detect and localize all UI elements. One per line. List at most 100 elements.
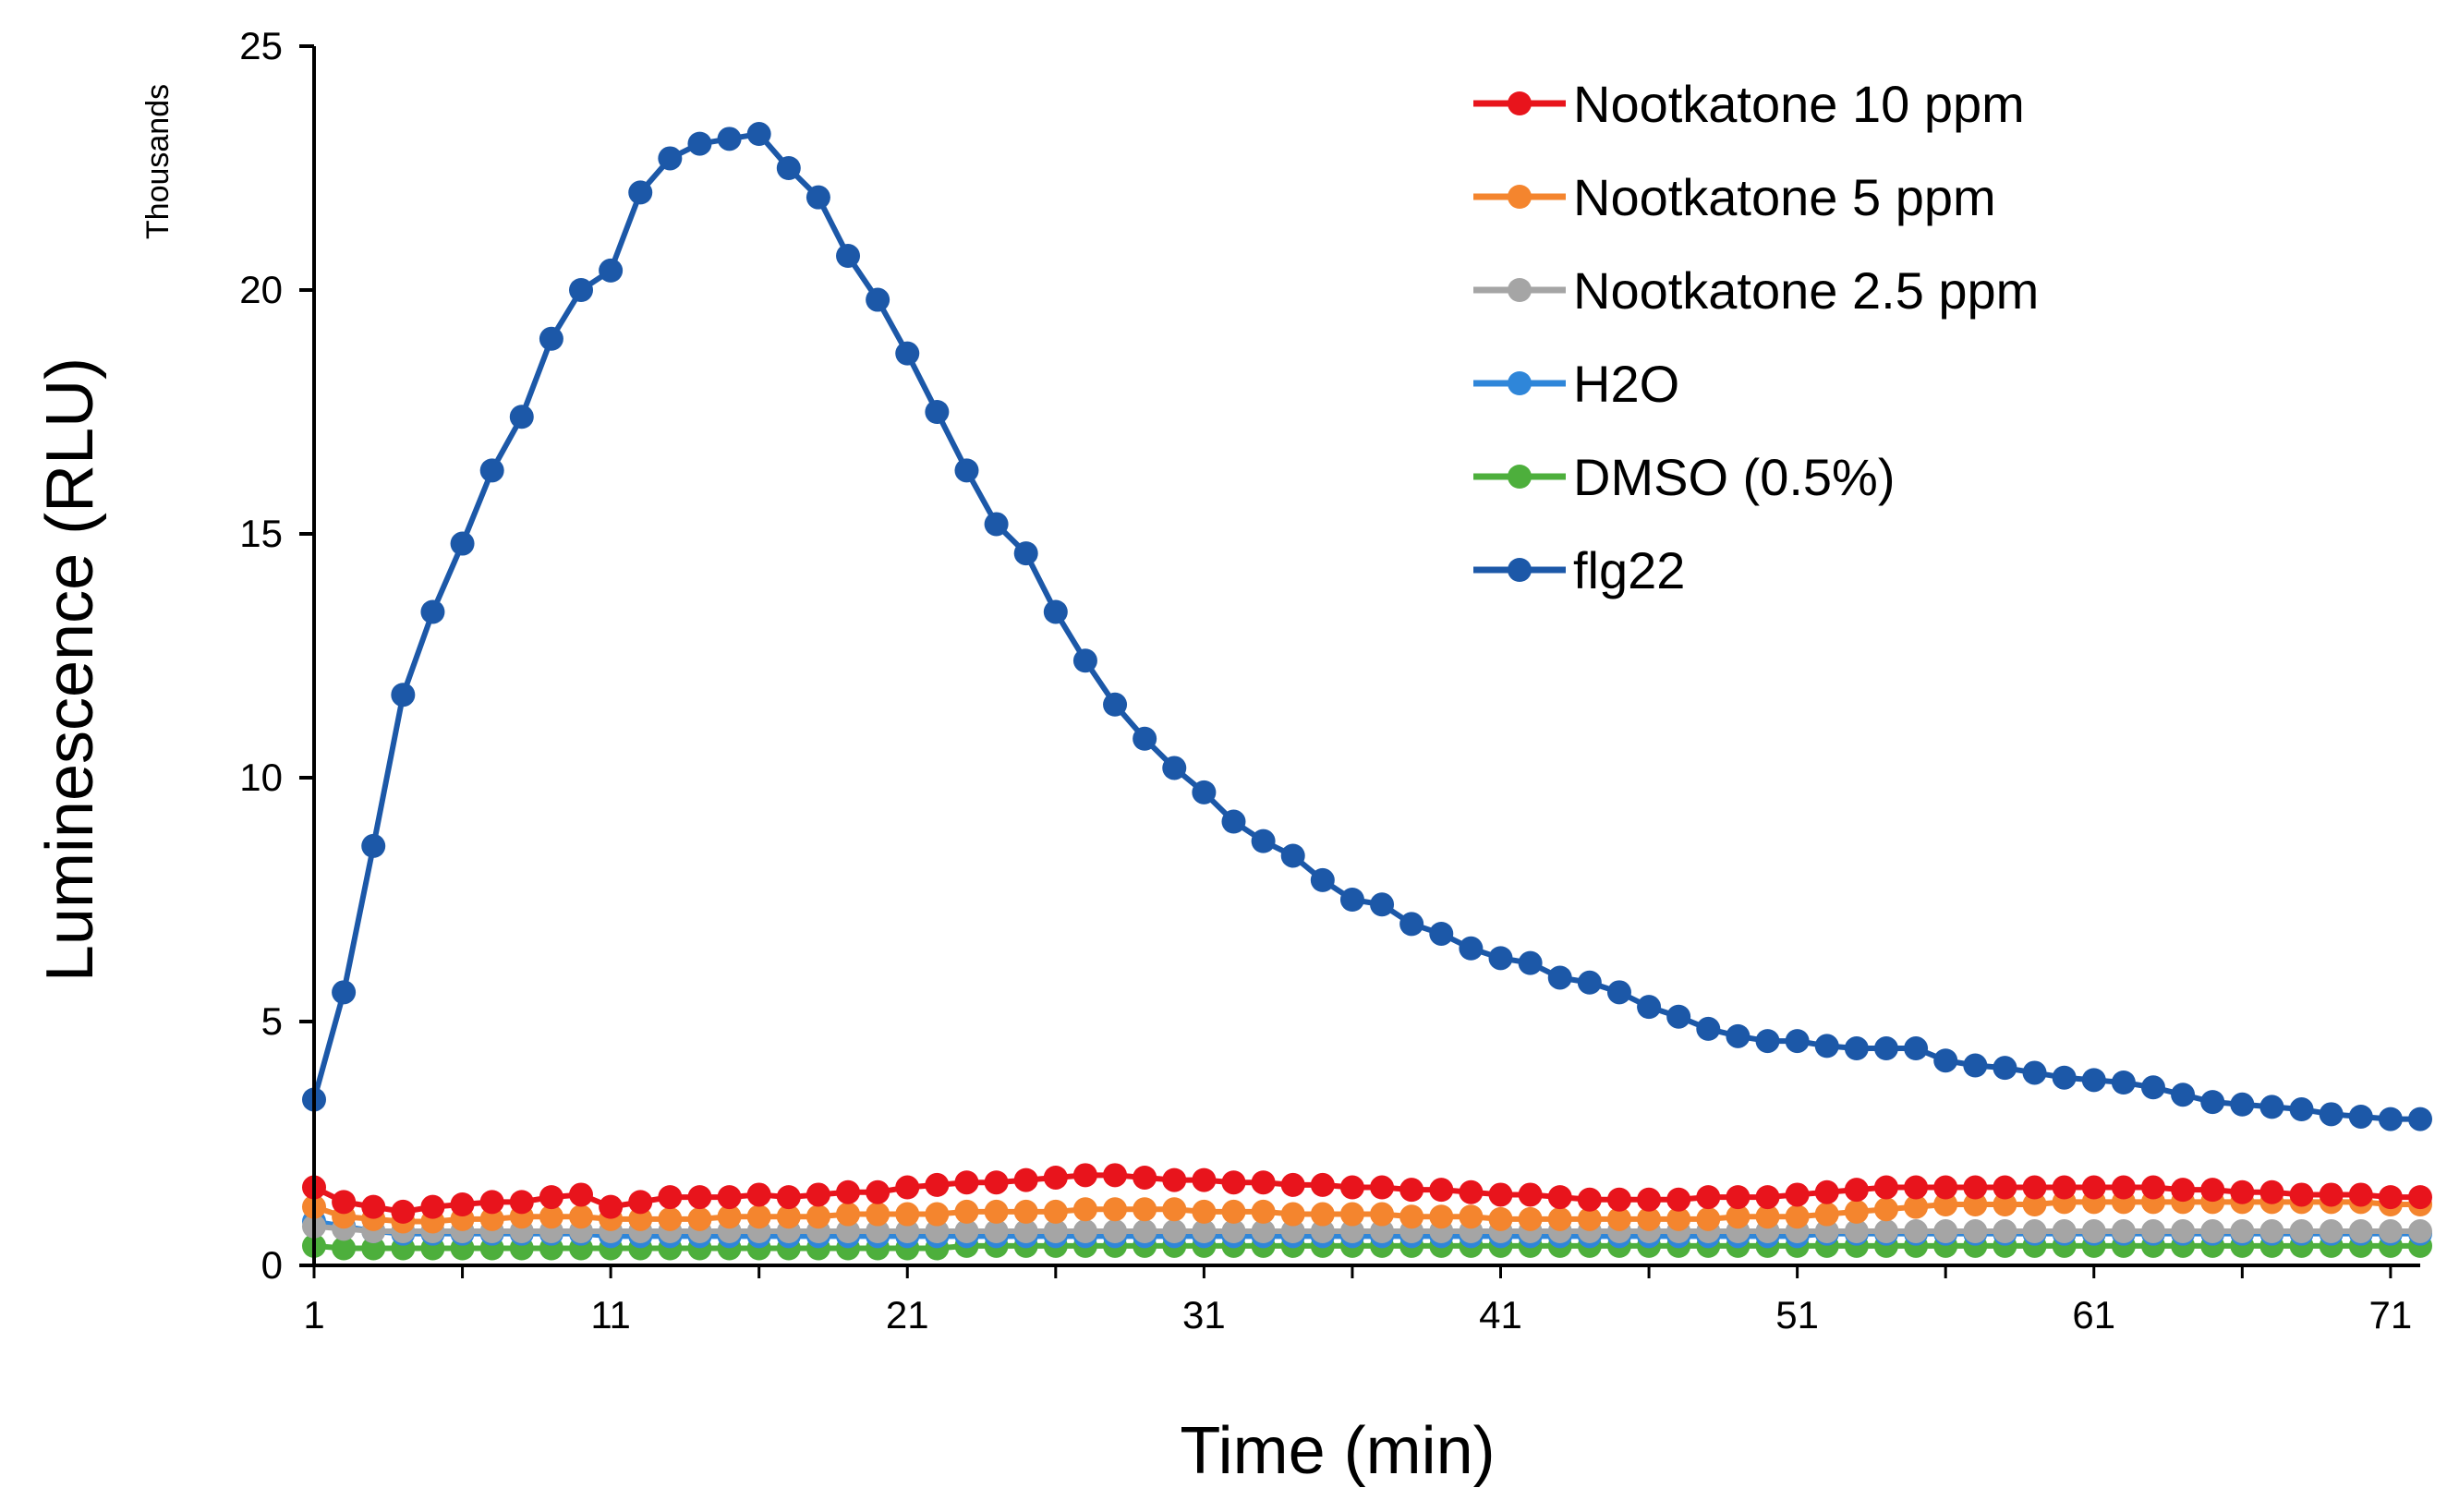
data-point [925,1202,950,1227]
data-point [2348,1219,2373,1244]
data-point [1339,1202,1364,1227]
data-point [1013,541,1038,566]
data-point [1370,892,1395,917]
data-point [1310,1202,1335,1227]
x-axis-ticks: 1 11 21 31 41 51 61 71 [303,1265,2412,1337]
data-point [1547,1206,1572,1231]
data-point [1162,1167,1187,1192]
data-point [895,1175,920,1200]
data-point [866,1202,890,1227]
data-point [569,278,594,302]
legend-entry: flg22 [1473,541,1685,599]
data-point [954,458,979,483]
data-point [1488,946,1513,971]
data-point [1547,965,1572,990]
data-point [2171,1219,2196,1244]
x-tick-label: 21 [886,1293,929,1337]
data-point [2111,1175,2136,1200]
data-point [1726,1023,1750,1048]
data-point [1873,1219,1898,1244]
data-point [1103,1219,1128,1244]
data-point [925,400,950,424]
data-point [2348,1104,2373,1129]
legend-entry: H2O [1473,355,1679,413]
data-point [2230,1092,2255,1117]
data-point [1043,599,1068,624]
data-point [776,1204,801,1229]
data-point [1429,921,1454,946]
data-point [1221,809,1246,834]
data-point [836,1219,861,1244]
data-point [1755,1185,1780,1210]
data-point [1280,843,1305,868]
data-point [1251,1170,1276,1195]
data-point [361,1236,386,1261]
data-point [717,127,742,151]
data-point [836,1202,861,1227]
data-point [450,1192,475,1216]
legend-label: flg22 [1573,541,1685,599]
legend-swatch-marker [1508,185,1532,209]
data-point [1162,756,1187,780]
data-point [2408,1107,2432,1131]
data-point [569,1204,594,1229]
data-point [2081,1068,2106,1093]
legend: Nootkatone 10 ppm Nootkatone 5 ppm Nootkat… [1473,75,2039,599]
data-point [391,1199,416,1224]
data-point [1577,1206,1602,1231]
y-tick-label: 5 [261,999,283,1043]
data-point [332,980,357,1005]
data-point [687,1206,712,1231]
data-point [836,1179,861,1204]
data-point [2259,1219,2284,1244]
legend-label: H2O [1573,355,1679,413]
data-point [1963,1175,1988,1200]
data-point [1518,1206,1543,1231]
data-point [1488,1182,1513,1207]
data-point [1696,1016,1721,1041]
data-point [2408,1185,2432,1210]
data-point [539,326,563,351]
data-point [2171,1178,2196,1203]
data-point [1013,1199,1038,1224]
data-point [866,287,890,312]
data-point [332,1236,357,1261]
data-point [2378,1185,2403,1210]
data-point [1637,1187,1662,1212]
data-point [2140,1219,2165,1244]
data-point [1814,1034,1839,1058]
legend-swatch-marker [1508,465,1532,489]
data-point [1192,1199,1217,1224]
data-point [1013,1167,1038,1192]
data-point [1547,1185,1572,1210]
data-point [717,1204,742,1229]
data-point [391,683,416,708]
data-point [1133,726,1157,751]
data-point [1696,1185,1721,1210]
data-point [1844,1036,1869,1061]
y-tick-label: 0 [261,1243,283,1287]
data-point [1310,1219,1335,1244]
data-point [954,1170,979,1195]
data-point [1339,1175,1364,1200]
legend-entry: DMSO (0.5%) [1473,448,1896,506]
x-tick-label: 1 [303,1293,324,1337]
data-point [628,1190,653,1215]
data-point [420,1194,445,1219]
series-flg22 [302,122,2432,1131]
data-point [361,833,386,858]
data-point [1637,1206,1662,1231]
data-point [1192,780,1217,804]
data-point [509,1190,534,1215]
data-point [2200,1219,2225,1244]
data-point [2378,1107,2403,1131]
data-point [1072,648,1097,673]
data-point [984,1170,1009,1195]
data-point [1666,1004,1691,1029]
data-point [1844,1178,1869,1203]
data-point [2022,1175,2047,1200]
data-point [1162,1219,1187,1244]
series-marks-layer [302,122,2432,1261]
data-point [1310,867,1335,892]
